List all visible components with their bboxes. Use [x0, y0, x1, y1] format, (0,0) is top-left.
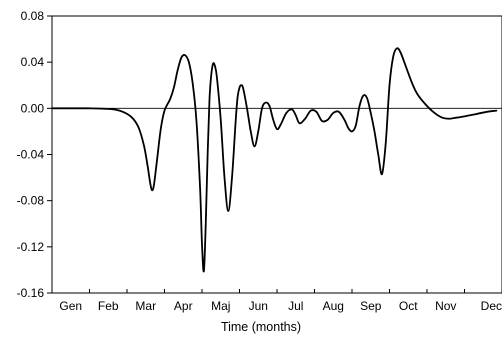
x-tick-label: Jul — [288, 299, 303, 313]
y-tick-label: -0.16 — [17, 286, 45, 300]
x-axis-title: Time (months) — [221, 320, 301, 334]
y-tick-label: -0.08 — [17, 194, 45, 208]
y-tick-label: -0.04 — [17, 148, 45, 162]
series-line — [51, 47, 498, 273]
y-axis: 0.08 0.04 0.00 -0.04 -0.08 -0.12 -0.16 — [17, 9, 52, 300]
x-tick-label: Gen — [59, 299, 82, 313]
y-tick-label: -0.12 — [17, 240, 45, 254]
plot-area-frame — [51, 15, 502, 294]
x-tick-label: Mar — [135, 299, 156, 313]
y-tick-label: 0.08 — [21, 9, 45, 23]
x-tick-label: Sep — [360, 299, 382, 313]
x-tick-label: Nov — [435, 299, 456, 313]
x-tick-label: Oct — [399, 299, 418, 313]
y-tick-label: 0.00 — [21, 101, 45, 115]
x-axis: Gen Feb Mar Apr Maj Jun Jul Aug Sep Oct Nov Dec — [59, 289, 502, 313]
x-tick-label: Aug — [323, 299, 344, 313]
x-tick-label: Jun — [249, 299, 268, 313]
x-tick-label: Maj — [211, 299, 230, 313]
x-tick-label: Dec — [481, 299, 502, 313]
y-tick-label: 0.04 — [21, 55, 45, 69]
x-tick-label: Apr — [174, 299, 193, 313]
x-tick-label: Feb — [98, 299, 119, 313]
